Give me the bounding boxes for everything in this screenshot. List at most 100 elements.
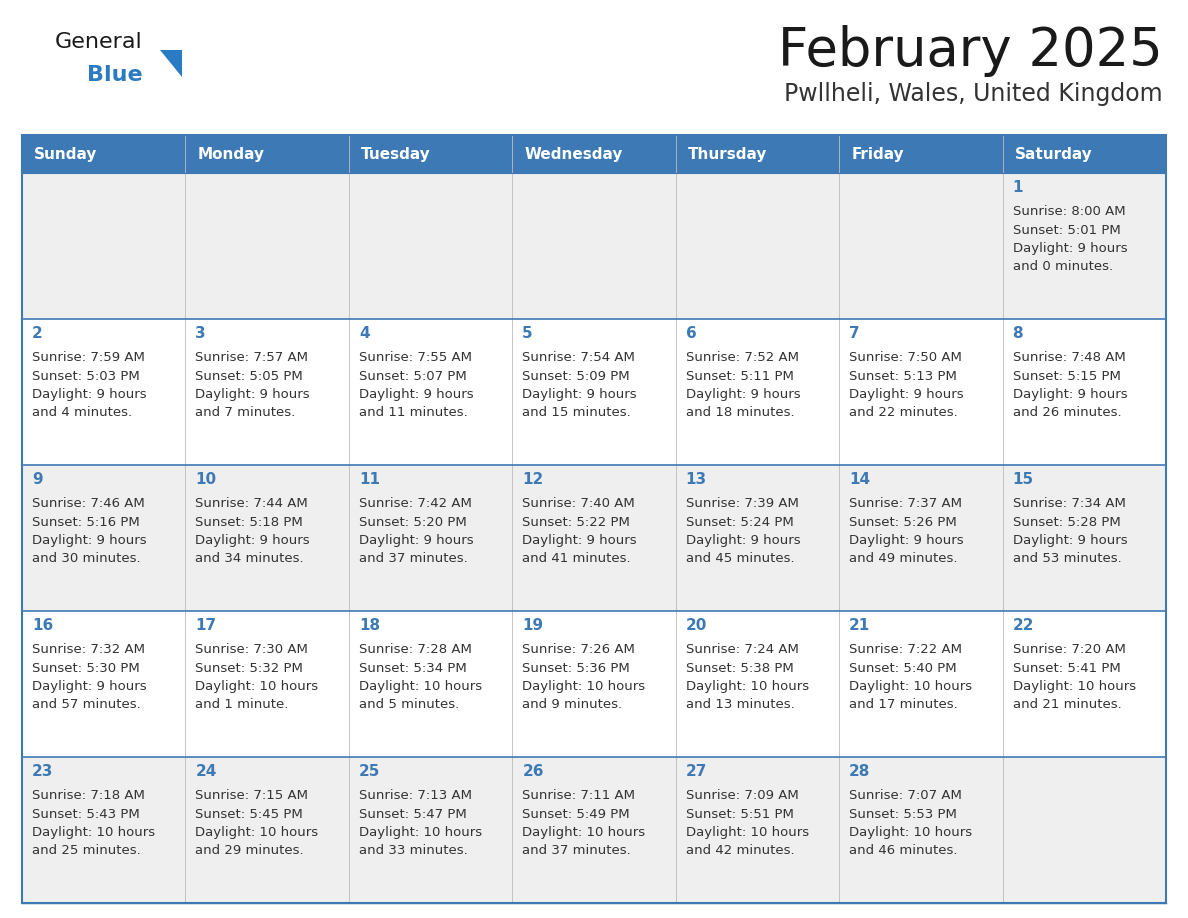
Text: Sunrise: 7:57 AM: Sunrise: 7:57 AM: [196, 351, 309, 364]
Text: Daylight: 10 hours: Daylight: 10 hours: [685, 826, 809, 839]
Bar: [512, 135, 676, 173]
Bar: [185, 319, 349, 465]
Text: Sunset: 5:01 PM: Sunset: 5:01 PM: [1012, 223, 1120, 237]
Text: 9: 9: [32, 472, 43, 487]
Text: Sunrise: 7:54 AM: Sunrise: 7:54 AM: [523, 351, 636, 364]
Bar: [349, 465, 512, 611]
Text: and 57 minutes.: and 57 minutes.: [32, 699, 140, 711]
Text: Sunrise: 7:11 AM: Sunrise: 7:11 AM: [523, 789, 636, 802]
Text: Daylight: 9 hours: Daylight: 9 hours: [359, 534, 474, 547]
Bar: [23, 173, 185, 319]
Text: Sunrise: 7:48 AM: Sunrise: 7:48 AM: [1012, 351, 1125, 364]
Text: Sunset: 5:30 PM: Sunset: 5:30 PM: [32, 662, 140, 675]
Text: Sunrise: 7:13 AM: Sunrise: 7:13 AM: [359, 789, 472, 802]
Text: Blue: Blue: [87, 65, 143, 85]
Bar: [676, 319, 839, 465]
Text: 20: 20: [685, 618, 707, 633]
Text: Friday: Friday: [851, 147, 904, 162]
Bar: [839, 173, 1003, 319]
Text: Sunrise: 7:07 AM: Sunrise: 7:07 AM: [849, 789, 962, 802]
Text: Daylight: 10 hours: Daylight: 10 hours: [196, 680, 318, 693]
Text: 28: 28: [849, 764, 871, 779]
Text: Sunset: 5:26 PM: Sunset: 5:26 PM: [849, 516, 956, 529]
Text: 22: 22: [1012, 618, 1034, 633]
Bar: [185, 465, 349, 611]
Text: Sunrise: 7:20 AM: Sunrise: 7:20 AM: [1012, 643, 1125, 656]
Bar: [839, 135, 1003, 173]
Text: Sunset: 5:22 PM: Sunset: 5:22 PM: [523, 516, 630, 529]
Text: and 49 minutes.: and 49 minutes.: [849, 553, 958, 565]
Bar: [676, 611, 839, 757]
Text: Sunset: 5:05 PM: Sunset: 5:05 PM: [196, 370, 303, 383]
Text: Daylight: 10 hours: Daylight: 10 hours: [32, 826, 156, 839]
Bar: [185, 173, 349, 319]
Text: Daylight: 9 hours: Daylight: 9 hours: [32, 388, 146, 401]
Text: and 33 minutes.: and 33 minutes.: [359, 845, 468, 857]
Text: Sunset: 5:20 PM: Sunset: 5:20 PM: [359, 516, 467, 529]
Text: and 42 minutes.: and 42 minutes.: [685, 845, 795, 857]
Text: 11: 11: [359, 472, 380, 487]
Text: and 34 minutes.: and 34 minutes.: [196, 553, 304, 565]
Text: Sunrise: 7:59 AM: Sunrise: 7:59 AM: [32, 351, 145, 364]
Text: and 17 minutes.: and 17 minutes.: [849, 699, 958, 711]
Text: Daylight: 10 hours: Daylight: 10 hours: [1012, 680, 1136, 693]
Text: and 15 minutes.: and 15 minutes.: [523, 407, 631, 420]
Text: 19: 19: [523, 618, 543, 633]
Text: Daylight: 9 hours: Daylight: 9 hours: [32, 680, 146, 693]
Text: 3: 3: [196, 326, 206, 341]
Text: Daylight: 10 hours: Daylight: 10 hours: [685, 680, 809, 693]
Text: Sunrise: 7:39 AM: Sunrise: 7:39 AM: [685, 497, 798, 510]
Text: Daylight: 10 hours: Daylight: 10 hours: [523, 680, 645, 693]
Text: and 11 minutes.: and 11 minutes.: [359, 407, 468, 420]
Text: Wednesday: Wednesday: [524, 147, 623, 162]
Text: 27: 27: [685, 764, 707, 779]
Text: Daylight: 9 hours: Daylight: 9 hours: [685, 534, 801, 547]
Text: Daylight: 9 hours: Daylight: 9 hours: [196, 534, 310, 547]
Text: Sunset: 5:15 PM: Sunset: 5:15 PM: [1012, 370, 1120, 383]
Bar: [839, 465, 1003, 611]
Text: Sunset: 5:49 PM: Sunset: 5:49 PM: [523, 808, 630, 821]
Text: Sunset: 5:13 PM: Sunset: 5:13 PM: [849, 370, 958, 383]
Polygon shape: [160, 50, 182, 77]
Text: 23: 23: [32, 764, 53, 779]
Bar: [349, 319, 512, 465]
Text: 13: 13: [685, 472, 707, 487]
Text: and 0 minutes.: and 0 minutes.: [1012, 261, 1113, 274]
Text: and 25 minutes.: and 25 minutes.: [32, 845, 140, 857]
Text: Sunrise: 7:50 AM: Sunrise: 7:50 AM: [849, 351, 962, 364]
Text: Sunrise: 7:22 AM: Sunrise: 7:22 AM: [849, 643, 962, 656]
Text: and 46 minutes.: and 46 minutes.: [849, 845, 958, 857]
Text: and 13 minutes.: and 13 minutes.: [685, 699, 795, 711]
Text: 26: 26: [523, 764, 544, 779]
Text: and 18 minutes.: and 18 minutes.: [685, 407, 795, 420]
Text: Sunrise: 7:15 AM: Sunrise: 7:15 AM: [196, 789, 309, 802]
Text: Thursday: Thursday: [688, 147, 767, 162]
Text: and 29 minutes.: and 29 minutes.: [196, 845, 304, 857]
Bar: [676, 757, 839, 903]
Text: Sunset: 5:38 PM: Sunset: 5:38 PM: [685, 662, 794, 675]
Text: Daylight: 9 hours: Daylight: 9 hours: [685, 388, 801, 401]
Text: Sunrise: 7:55 AM: Sunrise: 7:55 AM: [359, 351, 472, 364]
Text: Daylight: 9 hours: Daylight: 9 hours: [196, 388, 310, 401]
Text: Daylight: 9 hours: Daylight: 9 hours: [359, 388, 474, 401]
Bar: [676, 465, 839, 611]
Text: and 5 minutes.: and 5 minutes.: [359, 699, 459, 711]
Text: and 26 minutes.: and 26 minutes.: [1012, 407, 1121, 420]
Text: 25: 25: [359, 764, 380, 779]
Bar: [512, 319, 676, 465]
Bar: [676, 173, 839, 319]
Text: Sunset: 5:36 PM: Sunset: 5:36 PM: [523, 662, 630, 675]
Bar: [349, 757, 512, 903]
Bar: [1003, 173, 1165, 319]
Text: Sunrise: 7:30 AM: Sunrise: 7:30 AM: [196, 643, 309, 656]
Bar: [512, 173, 676, 319]
Text: and 30 minutes.: and 30 minutes.: [32, 553, 140, 565]
Text: Sunset: 5:41 PM: Sunset: 5:41 PM: [1012, 662, 1120, 675]
Text: Daylight: 10 hours: Daylight: 10 hours: [359, 680, 482, 693]
Text: 16: 16: [32, 618, 53, 633]
Text: 1: 1: [1012, 180, 1023, 195]
Bar: [23, 135, 1165, 903]
Text: Sunset: 5:16 PM: Sunset: 5:16 PM: [32, 516, 140, 529]
Text: Sunrise: 7:46 AM: Sunrise: 7:46 AM: [32, 497, 145, 510]
Bar: [839, 611, 1003, 757]
